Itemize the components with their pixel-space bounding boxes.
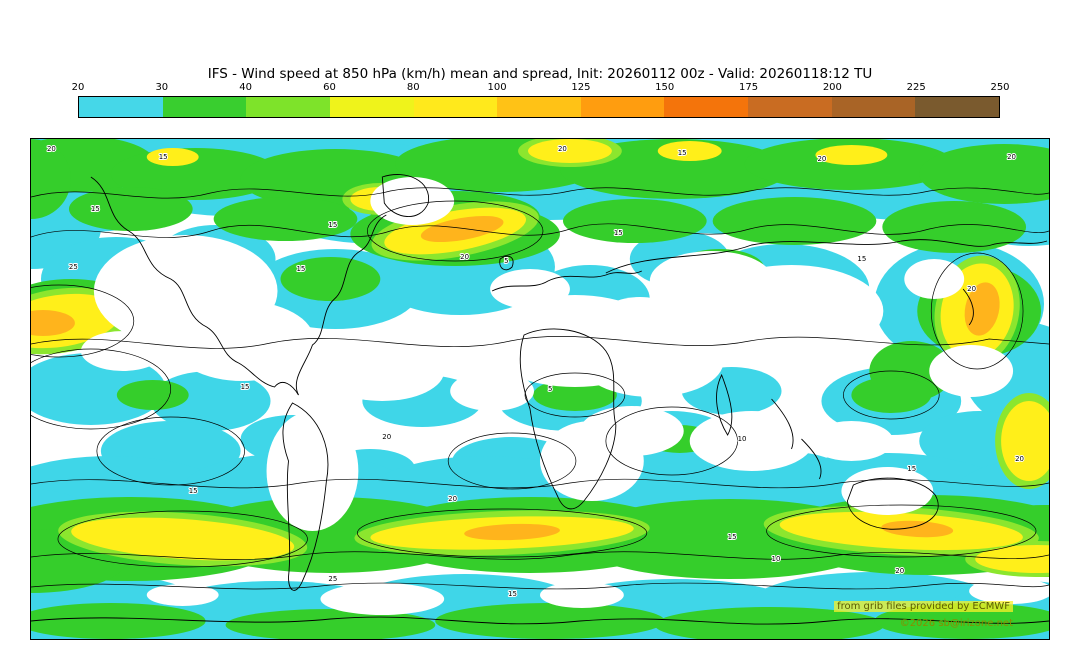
colorbar-tick: 80 xyxy=(406,82,420,93)
contour-label: 20 xyxy=(967,285,976,293)
contour-label: 15 xyxy=(857,255,866,263)
contour-label: 15 xyxy=(614,229,623,237)
colorbar-segment xyxy=(413,97,498,117)
contour-label: 15 xyxy=(296,265,305,273)
attribution-source: from grib files provided by ECMWF xyxy=(834,601,1013,612)
contour-label: 20 xyxy=(558,145,567,153)
contour-label: 15 xyxy=(189,487,198,495)
contour-label: 15 xyxy=(678,149,687,157)
contour-label: 15 xyxy=(328,221,337,229)
colorbar-tick: 150 xyxy=(655,82,675,93)
coastlines xyxy=(31,174,1049,625)
colorbar-tick: 100 xyxy=(487,82,507,93)
wind-field-canvas: 20 15 20 15 20 20 15 25 15 20 15 5 15 20 15 5 10 15 20 15 20… xyxy=(31,139,1049,639)
colorbar-tick: 175 xyxy=(738,82,759,93)
contour-label: 20 xyxy=(817,155,826,163)
contour-labels: 20 15 20 15 20 20 15 25 15 20 15 5 15 20 15 5 10 15 20 15 20… xyxy=(46,144,1025,599)
colorbar-tick: 225 xyxy=(906,82,926,93)
colorbar-segment xyxy=(162,97,247,117)
colorbar-wrap: 20 30 40 60 80 100 125 150 175 200 225 250 xyxy=(72,82,1010,118)
contour-label: 10 xyxy=(738,435,747,443)
colorbar-tick: 30 xyxy=(155,82,169,93)
wind-field-100-plus xyxy=(31,215,1000,541)
colorbar-tick: 125 xyxy=(571,82,591,93)
colorbar-segment xyxy=(915,97,1000,117)
colorbar-tick: 20 xyxy=(71,82,85,93)
contour-label: 5 xyxy=(548,385,552,393)
colorbar-tick: 40 xyxy=(239,82,252,93)
colorbar-ticks: 20 30 40 60 80 100 125 150 175 200 225 250 xyxy=(72,82,1010,94)
contour-label: 20 xyxy=(460,253,469,261)
calm-zones xyxy=(80,177,1049,615)
contour-label: 10 xyxy=(772,555,781,563)
contour-label: 20 xyxy=(1007,153,1016,161)
contour-label: 20 xyxy=(47,145,56,153)
contour-label: 15 xyxy=(728,533,737,541)
colorbar-tick: 200 xyxy=(822,82,842,93)
contour-label: 15 xyxy=(508,590,517,598)
contour-label: 25 xyxy=(69,263,78,271)
contour-label: 20 xyxy=(1015,455,1024,463)
colorbar-segment xyxy=(329,97,414,117)
contour-label: 15 xyxy=(91,205,100,213)
colorbar-segment xyxy=(246,97,330,117)
chart-title: IFS - Wind speed at 850 hPa (km/h) mean … xyxy=(207,66,873,82)
colorbar-segment xyxy=(580,97,665,117)
colorbar-segment xyxy=(79,97,163,117)
contour-label: 20 xyxy=(448,495,457,503)
contour-label: 15 xyxy=(159,153,168,161)
weather-map: 20 15 20 15 20 20 15 25 15 20 15 5 15 20 15 5 10 15 20 15 20… xyxy=(30,138,1050,640)
colorbar-tick: 60 xyxy=(323,82,336,93)
attribution-copyright: ©2026 sb@irizone.net xyxy=(899,618,1013,629)
contour-label: 20 xyxy=(382,433,391,441)
contour-label: 20 xyxy=(895,567,904,575)
contour-label: 25 xyxy=(328,575,337,583)
colorbar-segment xyxy=(748,97,832,117)
spread-contour-lines xyxy=(31,187,1049,590)
contour-label: 5 xyxy=(504,257,508,265)
contour-label: 15 xyxy=(907,465,916,473)
colorbar-segment xyxy=(497,97,581,117)
colorbar xyxy=(78,96,1000,118)
colorbar-segment xyxy=(831,97,916,117)
colorbar-tick: 250 xyxy=(990,82,1010,93)
contour-label: 15 xyxy=(241,383,250,391)
colorbar-segment xyxy=(664,97,749,117)
attribution: from grib files provided by ECMWF ©2026 … xyxy=(834,592,1013,631)
